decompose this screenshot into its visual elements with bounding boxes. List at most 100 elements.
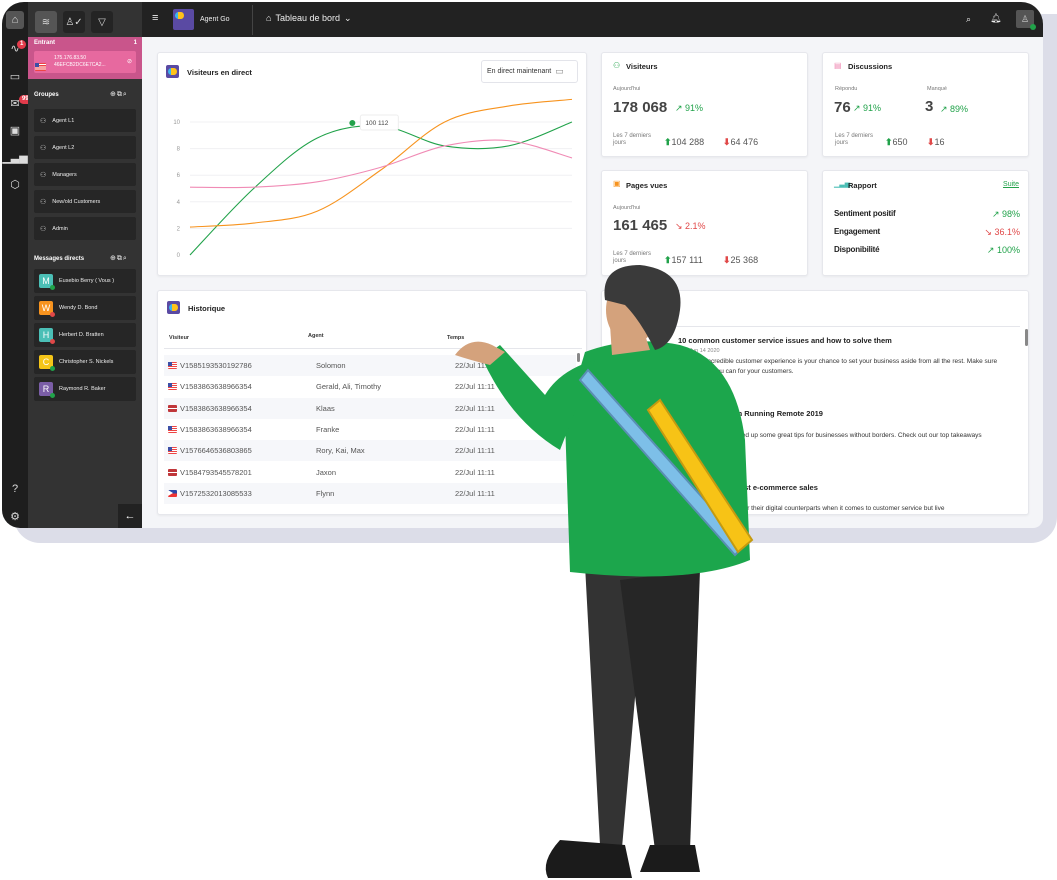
y-tick-label: 2 xyxy=(177,226,181,232)
search-icon[interactable]: ⌕ xyxy=(966,14,972,24)
page-icon: ▣ xyxy=(613,179,621,188)
search-icon[interactable]: ⌕ xyxy=(122,91,128,98)
add-icon[interactable]: ⊕ xyxy=(110,91,117,98)
scrollbar[interactable] xyxy=(577,353,580,362)
search-icon[interactable]: ⌕ xyxy=(122,255,128,262)
data-point[interactable] xyxy=(349,120,356,126)
card-title: Historique xyxy=(188,304,226,313)
incoming-visitor[interactable]: 175.176.83.50 46EFCB2DC6E7CA2... ⊘ xyxy=(34,51,136,73)
week-up: ⬆157 111 xyxy=(664,255,703,266)
trend-up-icon: ↗ xyxy=(940,104,951,114)
avatar: C xyxy=(39,355,55,371)
arrow-down-icon: ⬇ xyxy=(927,137,935,147)
chevron-down-icon: ⌄ xyxy=(344,13,352,23)
divider xyxy=(252,5,253,35)
direct-tools[interactable]: ⊕⧉⌕ xyxy=(110,254,128,263)
visitor-id: V1584793545578201 xyxy=(180,467,252,477)
settings-icon[interactable]: ⚙ xyxy=(10,510,20,523)
answered-trend: ↗ 91% xyxy=(853,103,881,114)
groups-tools[interactable]: ⊕⧉⌕ xyxy=(110,90,128,99)
chat-icon[interactable]: ▭ xyxy=(9,70,21,83)
live-filter-button[interactable]: En direct maintenant ▭ xyxy=(481,60,578,83)
time: 22/Jul 11:11 xyxy=(455,403,495,413)
column-header[interactable]: Temps xyxy=(447,335,465,341)
report-label: Engagement xyxy=(834,227,881,236)
discussions-card: ▤ Discussions Répondu 76 ↗ 91% Manqué 3 … xyxy=(822,52,1029,157)
visitor-id: V1583863638966354 xyxy=(180,403,252,413)
y-tick-label: 4 xyxy=(177,200,181,206)
trouser-leg xyxy=(620,570,700,850)
week-label: Les 7 derniers jours xyxy=(613,251,652,264)
filter-icon[interactable]: ▽ xyxy=(91,11,113,33)
time: 22/Jul 11:11 xyxy=(455,488,495,498)
bar-chart-icon[interactable]: ▁▃▅ xyxy=(2,151,28,164)
agent-name: Gerald, Ali, Timothy xyxy=(316,382,382,392)
bell-icon[interactable]: 🔔︎ xyxy=(990,13,1002,23)
group-item[interactable]: ⚇ Agent L2 xyxy=(34,136,136,159)
trend-value: 91% xyxy=(685,103,704,113)
group-label: Admin xyxy=(52,225,68,232)
avatar-initial: W xyxy=(41,303,51,313)
users-icon: ⚇ xyxy=(613,61,621,70)
lv-flag-icon xyxy=(168,468,177,476)
group-item[interactable]: ⚇ New/old Customers xyxy=(34,190,136,213)
user-check-icon[interactable]: ♙✓ xyxy=(63,11,85,33)
contacts-icon[interactable]: ▣ xyxy=(9,124,21,137)
menu-icon[interactable]: ≡ xyxy=(152,12,159,24)
article-title[interactable]: Key takeaways from Running Remote 2019 xyxy=(670,409,823,418)
page-breadcrumb[interactable]: ⌂ Tableau de bord ⌄ xyxy=(266,13,352,24)
direct-message-item[interactable]: R Raymond R. Baker xyxy=(34,377,136,401)
pageviews-today: 161 465 xyxy=(613,217,668,234)
direct-message-item[interactable]: M Eusebio Berry ( Vous ) xyxy=(34,269,136,293)
table-row[interactable]: V1583863638966354 Gerald, Ali, Timothy 22/… xyxy=(164,376,576,397)
week-label: Les 7 derniers jours xyxy=(835,133,874,146)
article-title[interactable]: How to use live chat to boost e-commerce… xyxy=(647,483,818,492)
visitors-card: ⚇ Visiteurs Aujourd'hui 178 068 ↗ 91% Le… xyxy=(601,52,808,157)
group-item[interactable]: ⚇ Admin xyxy=(34,217,136,240)
live-visitors-chart: 0 2 4 6 8 10 100 112 xyxy=(173,98,573,259)
group-item[interactable]: ⚇ Managers xyxy=(34,163,136,186)
history-card: Historique Visiteur Agent Temps V1585193… xyxy=(157,290,587,515)
article-title[interactable]: 10 common customer service issues and ho… xyxy=(678,336,892,345)
us-flag-icon xyxy=(168,447,177,455)
eye-off-icon[interactable]: ⊘ xyxy=(126,59,132,65)
help-icon[interactable]: ? xyxy=(11,483,19,495)
table-row[interactable]: V1576646536803865 Rory, Kai, Max 22/Jul 11… xyxy=(164,440,576,462)
card-title: Pages vues xyxy=(626,181,668,190)
cube-icon[interactable]: ⬡ xyxy=(10,178,20,191)
column-header[interactable]: Agent xyxy=(308,333,324,339)
series-line-2 xyxy=(189,139,573,189)
visitor-id: V1583863638966354 xyxy=(180,382,252,392)
column-header[interactable]: Visiteur xyxy=(169,335,190,341)
shoe xyxy=(545,840,632,878)
copy-icon[interactable]: ⧉ xyxy=(116,255,123,262)
copy-icon[interactable]: ⧉ xyxy=(116,91,123,98)
direct-message-item[interactable]: W Wendy D. Bond xyxy=(34,296,136,320)
avatar: H xyxy=(39,328,55,344)
table-row[interactable]: V1585193530192786 Solomon 22/Jul 11:11 xyxy=(164,355,576,376)
collapse-sidebar-button[interactable]: ← xyxy=(118,504,142,528)
us-flag-icon xyxy=(35,63,46,71)
report-more-link[interactable]: Suite xyxy=(1003,181,1019,188)
ph-flag-icon xyxy=(168,489,177,497)
add-icon[interactable]: ⊕ xyxy=(110,255,117,262)
week-down: ⬇64 476 xyxy=(723,137,758,148)
home-icon[interactable]: ⌂ xyxy=(6,11,24,29)
group-item[interactable]: ⚇ Agent L1 xyxy=(34,109,136,132)
direct-message-item[interactable]: C Christopher S. Nickels xyxy=(34,350,136,374)
direct-message-item[interactable]: H Herbert D. Bratten xyxy=(34,323,136,347)
trend-down-icon: ↘ xyxy=(984,227,995,237)
incoming-section: Entrant 1 175.176.83.50 46EFCB2DC6E7CA2.… xyxy=(28,37,142,79)
table-row[interactable]: V1583863638966354 Franke 22/Jul 11:11 xyxy=(164,419,576,440)
inbox-icon[interactable]: ✉ xyxy=(10,97,20,110)
activity-icon[interactable]: ∿ xyxy=(10,42,20,55)
table-row[interactable]: V1583863638966354 Klaas 22/Jul 11:11 xyxy=(164,397,576,419)
table-row[interactable]: V1584793545578201 Jaxon 22/Jul 11:11 xyxy=(164,462,576,483)
user-avatar[interactable]: ♙ xyxy=(1016,10,1036,30)
table-row[interactable]: V1572532013085533 Flynn 22/Jul 11:11 xyxy=(164,482,576,504)
agent-go-logo xyxy=(166,65,179,78)
scrollbar[interactable] xyxy=(1025,329,1028,346)
report-value: ↘ 36.1% xyxy=(984,227,1020,238)
layers-icon[interactable]: ≋ xyxy=(35,11,57,33)
time: 22/Jul 11:11 xyxy=(455,467,495,477)
